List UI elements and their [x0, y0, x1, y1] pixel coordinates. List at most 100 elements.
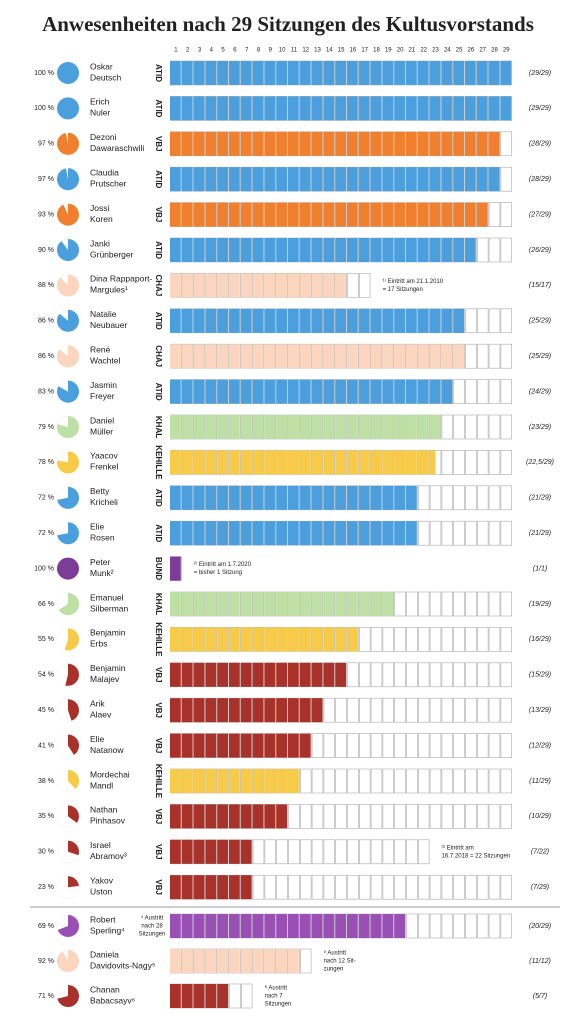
attended-cell — [311, 415, 323, 439]
session-cell — [358, 273, 371, 298]
attended-cell — [465, 167, 476, 192]
attended-cell — [252, 131, 264, 156]
session-cell — [488, 520, 501, 546]
session-cell — [417, 768, 430, 794]
member-name: Rosen — [90, 532, 115, 542]
session-cell — [323, 839, 335, 865]
pie-wedge — [56, 416, 79, 438]
member-name: Wachtel — [90, 355, 121, 365]
attended-cell — [453, 238, 464, 262]
session-cell — [299, 839, 312, 865]
attended-cell — [240, 450, 252, 475]
percent-label: 97 % — [38, 176, 54, 183]
session-cell — [417, 627, 430, 652]
session-cell — [358, 804, 371, 829]
percent-label: 83 % — [38, 388, 54, 395]
fraction: (22,5/29) — [526, 459, 554, 466]
attended-cell — [323, 914, 335, 938]
party: VBJ — [154, 738, 163, 754]
session-cell — [500, 308, 512, 334]
attended-cell — [347, 592, 358, 616]
attended-cell — [193, 450, 205, 475]
attended-cell — [417, 238, 429, 262]
attended-cell — [240, 167, 252, 192]
attended-cell — [299, 96, 311, 121]
member-name: Yakov — [90, 875, 114, 885]
attended-cell — [370, 202, 382, 227]
attended-cell — [276, 273, 287, 298]
attended-cell — [406, 131, 417, 156]
attended-cell — [453, 167, 464, 192]
session-cell — [241, 983, 253, 1009]
attended-cell — [476, 167, 488, 192]
attended-cell — [276, 61, 287, 85]
session-cell — [347, 874, 359, 900]
attended-cell — [299, 662, 311, 687]
session-cell — [453, 874, 465, 900]
member-name: Margules¹ — [90, 285, 128, 295]
attended-cell — [193, 949, 205, 973]
party: VBJ — [154, 136, 163, 152]
attended-cell — [358, 131, 370, 156]
attended-cell — [229, 238, 240, 262]
percent-label: 100 % — [34, 105, 54, 112]
session-cell — [417, 662, 430, 688]
attended-cell — [370, 167, 382, 192]
attended-cell — [299, 521, 311, 546]
attended-cell — [370, 308, 382, 333]
percent-label: 55 % — [38, 636, 54, 643]
attended-cell — [193, 733, 205, 758]
attended-cell — [205, 627, 217, 652]
party: ATID — [154, 241, 163, 259]
party: KHAL — [154, 593, 163, 615]
member-name: Elie — [90, 521, 104, 531]
attended-cell — [276, 914, 287, 938]
attended-cell — [288, 131, 299, 156]
attended-cell — [240, 662, 252, 687]
session-cell — [370, 804, 383, 829]
attended-cell — [205, 202, 217, 227]
session-cell — [252, 874, 265, 900]
attended-cell — [429, 167, 441, 192]
session-cell — [453, 485, 465, 511]
session-cell — [500, 627, 512, 652]
fraction: (7/29) — [531, 884, 549, 891]
percent-label: 100 % — [34, 70, 54, 77]
attended-cell — [288, 485, 299, 510]
party: ATID — [154, 99, 163, 117]
attended-cell — [217, 627, 228, 652]
attended-cell — [240, 914, 252, 938]
attended-cell — [358, 61, 370, 85]
attended-cell — [276, 698, 287, 723]
attended-cell — [500, 61, 512, 85]
attended-cell — [229, 627, 240, 652]
attended-cell — [170, 96, 181, 121]
attended-cell — [347, 238, 358, 262]
attended-cell — [229, 344, 240, 369]
session-cell — [370, 874, 383, 900]
attended-cell — [335, 273, 346, 298]
session-cell — [429, 874, 442, 900]
attended-cell — [288, 627, 299, 652]
attended-cell — [323, 662, 335, 687]
attended-cell — [358, 415, 370, 439]
attended-cell — [181, 202, 193, 227]
attended-cell — [358, 167, 370, 192]
session-cell — [406, 839, 418, 865]
attended-cell — [429, 415, 441, 439]
attended-cell — [170, 308, 181, 333]
attended-cell — [264, 521, 276, 546]
attended-cell — [299, 485, 311, 510]
attended-cell — [240, 698, 252, 723]
attended-cell — [240, 273, 252, 298]
session-cell — [406, 913, 418, 939]
session-cell — [335, 804, 347, 829]
attended-cell — [299, 733, 311, 758]
pie-wedge — [68, 805, 79, 823]
session-cell — [500, 379, 512, 404]
note: zungen — [324, 967, 344, 973]
column-number: 6 — [233, 48, 237, 54]
session-cell — [441, 627, 453, 652]
session-cell — [441, 768, 453, 794]
attended-cell — [465, 238, 476, 262]
